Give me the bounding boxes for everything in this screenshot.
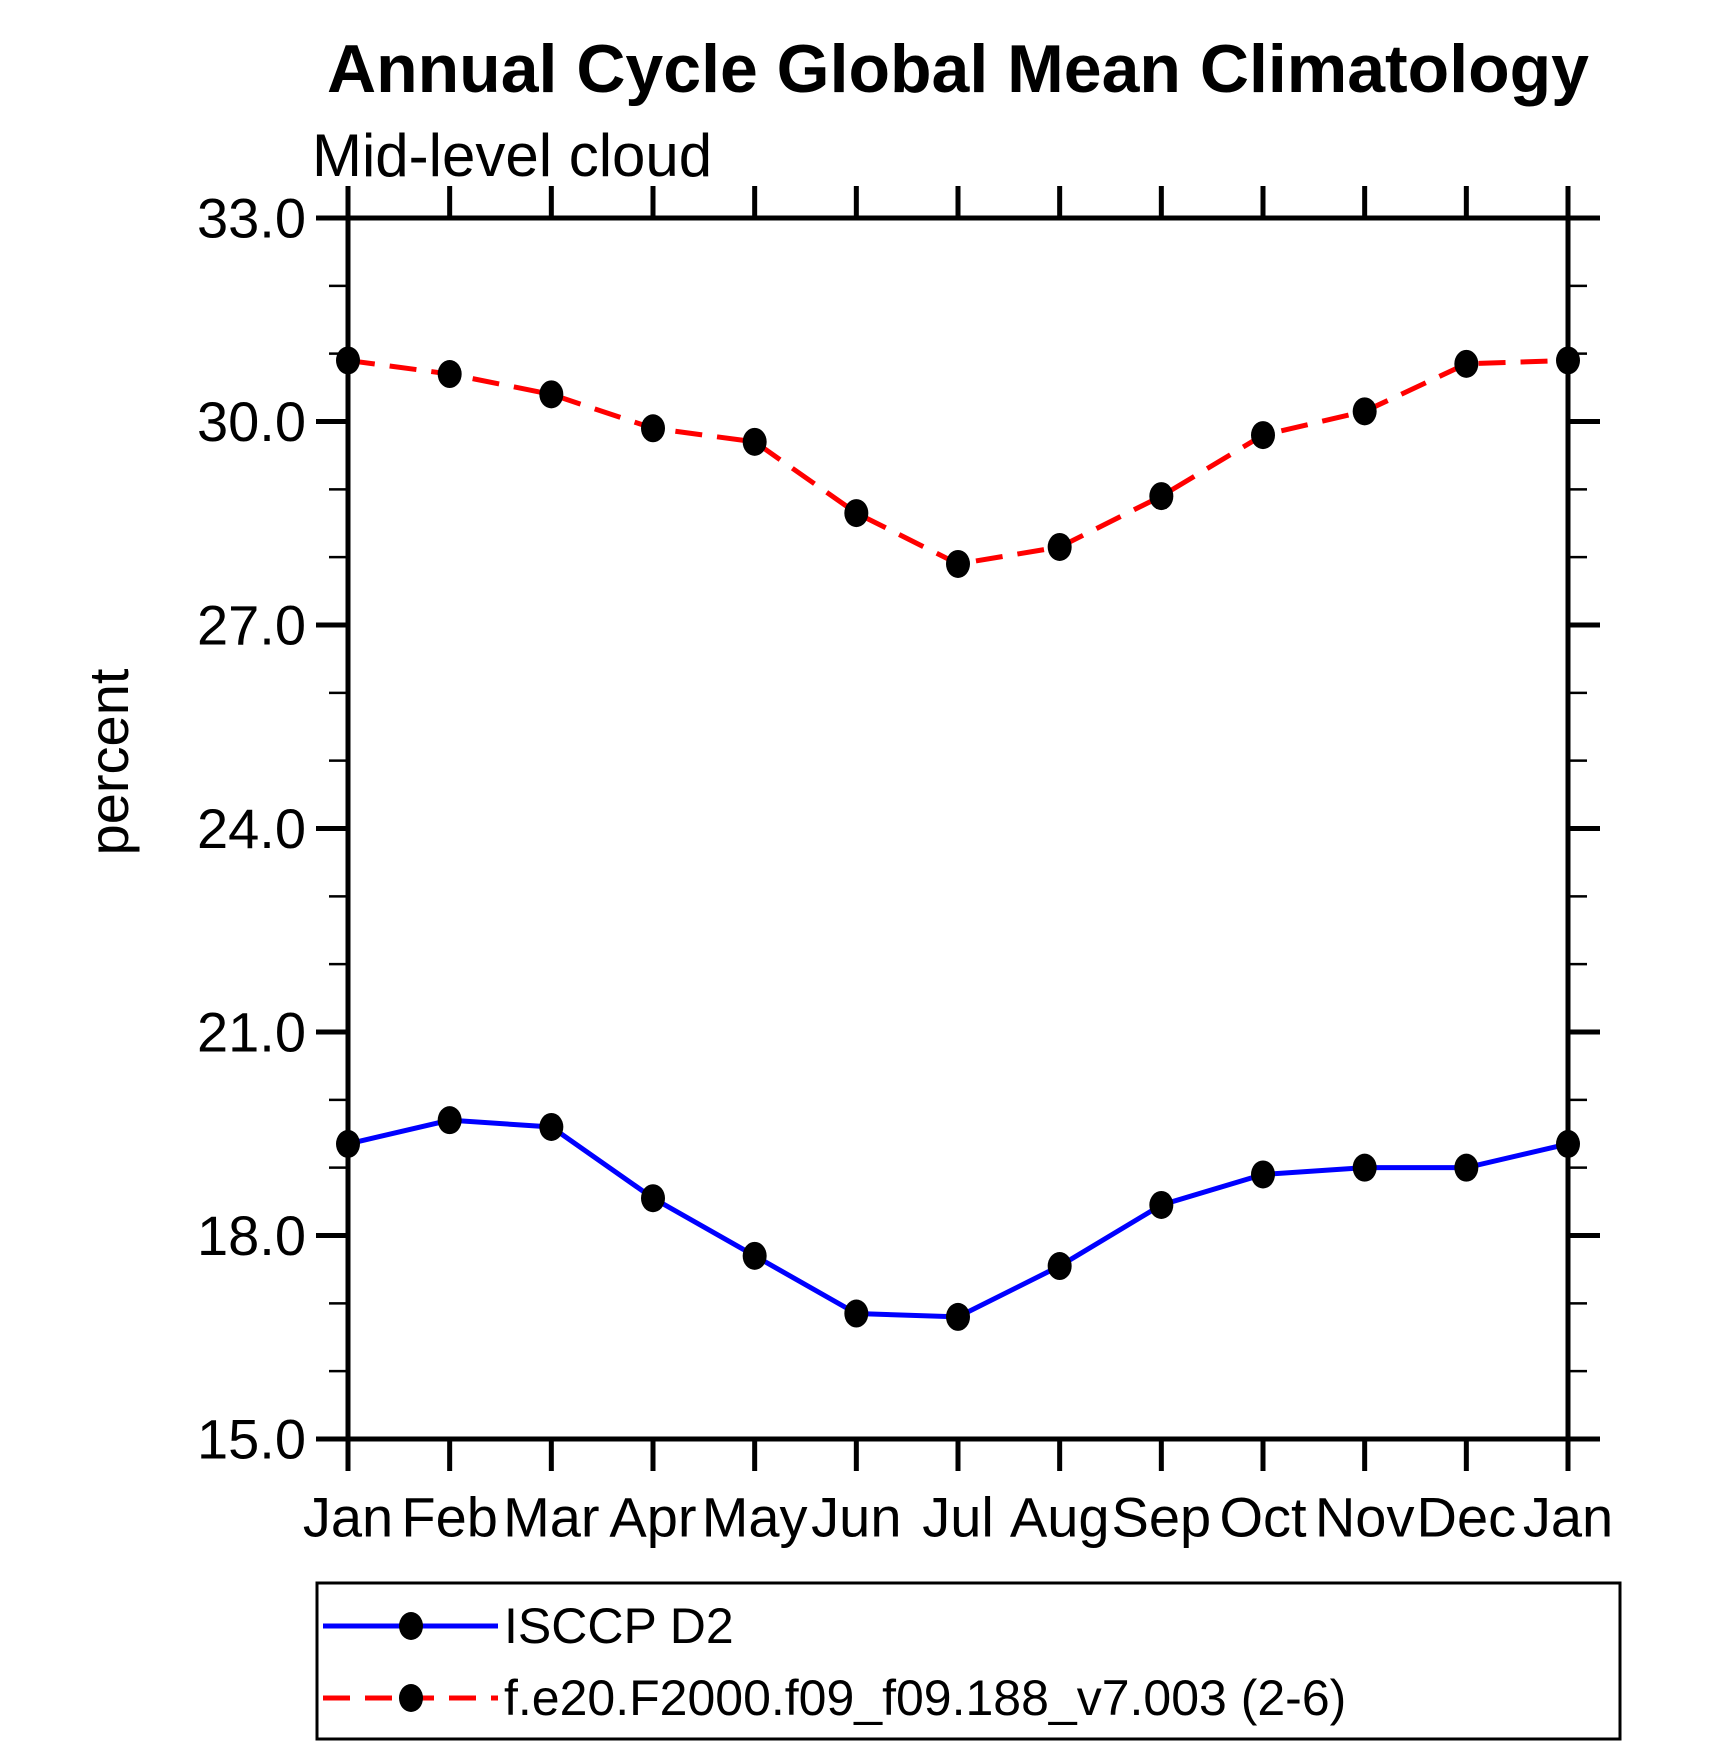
legend-box — [315, 1581, 1622, 1741]
data-point-marker — [437, 1106, 462, 1135]
y-tick-label: 24.0 — [197, 797, 306, 860]
x-tick-label: Jul — [922, 1486, 994, 1549]
y-tick-label: 27.0 — [197, 594, 306, 657]
y-tick-label: 21.0 — [197, 1001, 306, 1064]
y-tick-label: 33.0 — [197, 187, 306, 250]
data-point-marker — [742, 1241, 767, 1270]
legend: ISCCP D2 f.e20.F2000.f09_f09.188_v7.003 … — [315, 1581, 1622, 1741]
legend-item-model: f.e20.F2000.f09_f09.188_v7.003 (2-6) — [323, 1670, 1346, 1726]
x-tick-label: Mar — [503, 1486, 599, 1549]
data-point-marker — [539, 380, 564, 409]
data-point-marker — [1149, 1190, 1174, 1219]
data-point-marker — [1352, 1153, 1377, 1182]
y-tick-label: 18.0 — [197, 1204, 306, 1267]
data-point-marker — [946, 1302, 970, 1331]
data-point-marker — [844, 1299, 869, 1328]
x-tick-label: Sep — [1112, 1486, 1212, 1549]
data-point-marker — [946, 549, 970, 578]
data-point-marker — [1454, 1153, 1479, 1182]
x-tick-label: May — [702, 1486, 808, 1549]
data-point-marker — [1454, 349, 1479, 378]
data-point-marker — [742, 427, 767, 456]
chart-subtitle: Mid-level cloud — [312, 122, 712, 189]
x-tick-label: Oct — [1219, 1486, 1307, 1549]
legend-item-isccp: ISCCP D2 — [323, 1598, 734, 1654]
data-point-marker — [437, 360, 462, 389]
data-point-marker — [641, 414, 665, 443]
data-point-marker — [336, 1129, 360, 1158]
series-line-solid — [347, 1117, 1569, 1320]
x-tick-label: Apr — [609, 1486, 696, 1549]
data-point-marker — [641, 1184, 665, 1213]
x-tick-label: Nov — [1315, 1486, 1415, 1549]
x-tick-label: Feb — [401, 1486, 498, 1549]
data-point-marker — [1352, 397, 1377, 426]
plot-series — [336, 346, 1580, 1331]
data-point-marker — [1251, 1160, 1275, 1189]
data-point-marker — [1047, 1252, 1072, 1281]
x-tick-label: Jan — [1523, 1486, 1613, 1549]
y-tick-label: 30.0 — [197, 390, 306, 453]
legend-label-isccp: ISCCP D2 — [504, 1598, 734, 1654]
legend-label-model: f.e20.F2000.f09_f09.188_v7.003 (2-6) — [504, 1670, 1346, 1726]
series-line-dashed — [347, 357, 1569, 567]
data-point-marker — [539, 1112, 564, 1141]
legend-marker-dot — [399, 1612, 423, 1640]
legend-marker-dot — [399, 1684, 423, 1712]
data-point-marker — [336, 346, 360, 375]
x-tick-label: Jan — [303, 1486, 393, 1549]
data-point-marker — [1149, 482, 1174, 511]
chart-title: Annual Cycle Global Mean Climatology — [327, 31, 1589, 107]
data-point-marker — [844, 499, 869, 528]
data-point-marker — [1251, 421, 1275, 450]
data-point-marker — [1047, 532, 1072, 561]
x-tick-label: Aug — [1010, 1486, 1110, 1549]
y-tick-label: 15.0 — [197, 1408, 306, 1471]
x-tick-label: Jun — [811, 1486, 901, 1549]
data-point-marker — [1556, 1129, 1580, 1158]
data-point-marker — [1556, 346, 1580, 375]
y-axis-label: percent — [77, 668, 140, 855]
x-tick-label: Dec — [1417, 1486, 1517, 1549]
